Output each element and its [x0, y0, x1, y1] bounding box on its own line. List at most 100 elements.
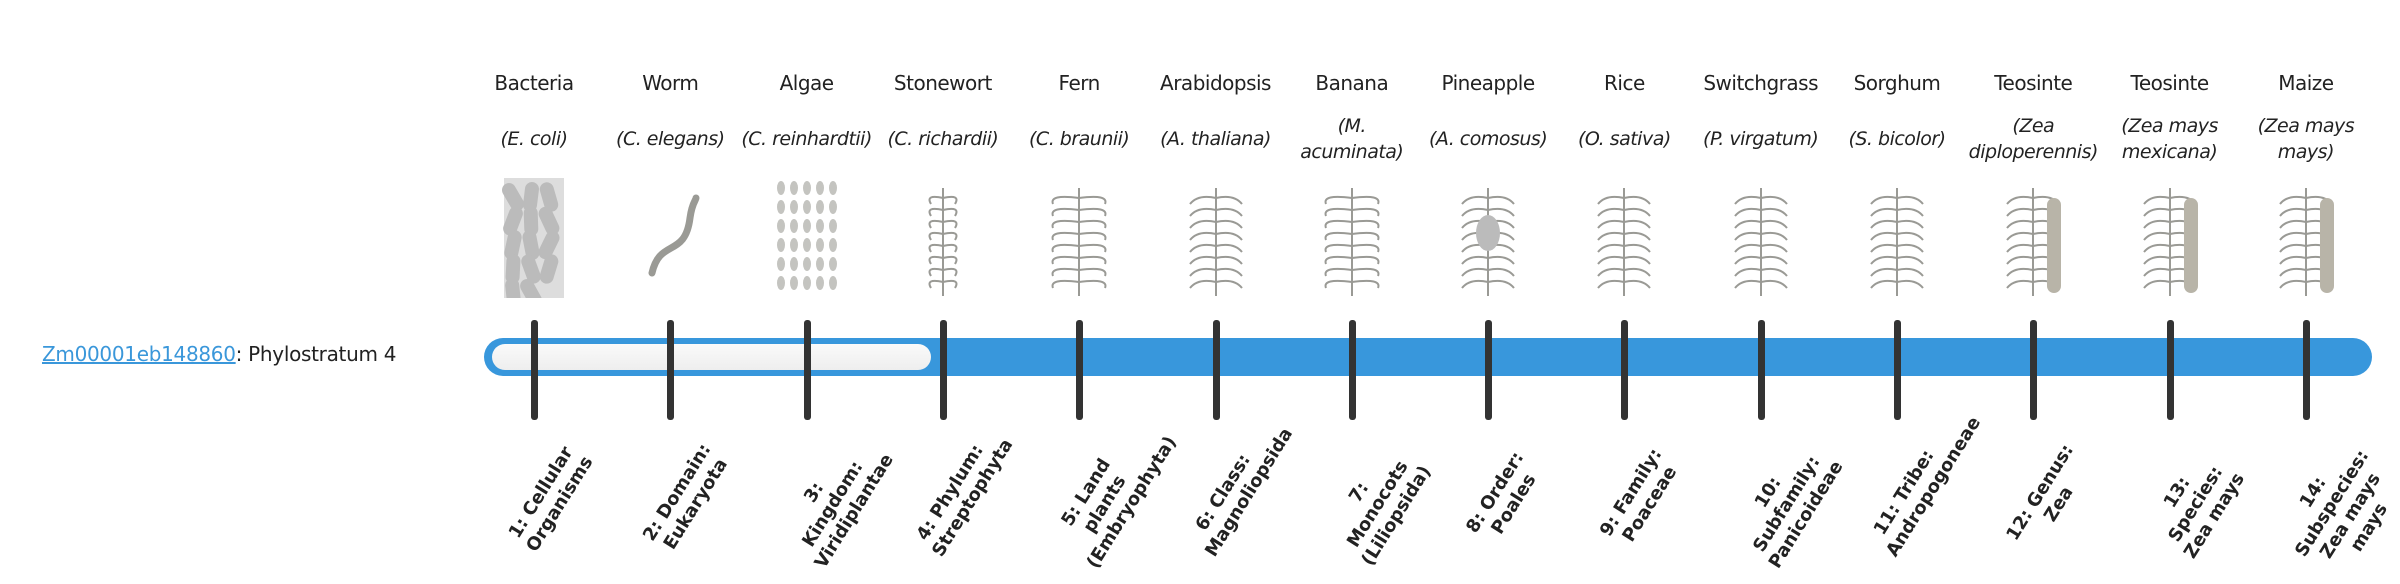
organism-species: (A. comosus) — [1420, 100, 1556, 178]
stratum-label-text: 5: Land plants (Embryophyta) — [1057, 432, 1182, 573]
organism-species: (E. coli) — [466, 100, 602, 178]
organism-column: Switchgrass (P. virgatum) — [1693, 66, 1829, 298]
species-text: (E. coli) — [500, 128, 568, 150]
organism-name: Switchgrass — [1703, 71, 1818, 95]
stratum-tick — [939, 320, 947, 420]
organism-species: (C. richardii) — [875, 100, 1011, 178]
arabidopsis-icon — [1188, 188, 1243, 296]
organism-column: Fern (C. braunii) — [1011, 66, 1147, 298]
stratum-label-text: 3: Kingdom: Viridiplantae — [797, 450, 898, 573]
organism-species: (Zea mays mays) — [2238, 100, 2374, 178]
organism-name: Pineapple — [1441, 71, 1536, 95]
bacteria-icon — [502, 178, 564, 298]
stratum-tick — [1621, 320, 1629, 420]
organism-column: Algae (C. reinhardtii) — [739, 66, 875, 298]
species-text: (P. virgatum) — [1703, 128, 1819, 150]
pineapple-icon — [1461, 188, 1515, 296]
stratum-tick — [1076, 320, 1084, 420]
organism-name: Bacteria — [494, 71, 574, 95]
species-text: (M. acuminata) — [1300, 115, 1404, 163]
organism-species: (C. braunii) — [1011, 100, 1147, 178]
algae-icon — [776, 181, 837, 290]
stratum-tick — [1485, 320, 1493, 420]
organism-name: Teosinte — [1994, 71, 2073, 95]
organism-species: (P. virgatum) — [1693, 100, 1829, 178]
organism-name: Algae — [779, 71, 835, 95]
stratum-tick — [2030, 320, 2038, 420]
species-text: (Zea diploperennis) — [1968, 115, 2099, 163]
stratum-label-text: 2: Domain: Eukaryota — [639, 440, 733, 554]
organism-name: Arabidopsis — [1160, 71, 1271, 95]
organism-column: Pineapple (A. comosus) — [1420, 66, 1556, 298]
fern-icon — [1051, 188, 1107, 296]
stratum-label-text: 1: Cellular Organisms — [504, 442, 598, 556]
switchgrass-icon — [1733, 188, 1788, 296]
organism-species: (C. elegans) — [602, 100, 738, 178]
stratum-tick — [1757, 320, 1765, 420]
stratum-tick — [2302, 320, 2310, 420]
phylostratum-bar-unfilled — [492, 344, 931, 370]
stratum-label-text: 11: Tribe: Andropogoneae — [1869, 413, 1986, 561]
sorghum-icon — [1870, 188, 1924, 296]
stonewort-icon — [928, 188, 958, 296]
organism-column: Teosinte (Zea mays mexicana) — [2102, 66, 2238, 298]
phylostratum-text: : Phylostratum 4 — [235, 342, 397, 366]
stratum-tick — [531, 320, 538, 420]
gene-link[interactable]: Zm00001eb148860 — [42, 342, 236, 366]
organism-name: Teosinte — [2130, 71, 2210, 95]
organism-species: (C. reinhardtii) — [739, 100, 875, 178]
stratum-tick — [667, 320, 675, 420]
stratum-label-text: 13: Species: Zea mays — [2159, 462, 2249, 563]
banana-icon — [1324, 188, 1380, 296]
phylostratum-bar — [484, 338, 2372, 376]
species-text: (C. elegans) — [616, 128, 725, 150]
species-text: (Zea mays mays) — [2257, 115, 2355, 163]
organism-name: Maize — [2278, 71, 2334, 95]
stratum-tick — [803, 320, 811, 420]
stratum-label-text: 9: Family: Poaceae — [1596, 444, 1682, 546]
stratum-label-text: 7: Monocots (Liliopsida) — [1342, 457, 1436, 570]
species-text: (A. comosus) — [1428, 128, 1548, 150]
organism-name: Banana — [1315, 71, 1389, 95]
teosinte-icon — [2006, 188, 2062, 296]
species-text: (O. sativa) — [1578, 128, 1671, 150]
organism-column: Sorghum (S. bicolor) — [1829, 66, 1965, 298]
teosinte-icon — [2142, 188, 2198, 296]
stratum-label-text: 4: Phylum: Streptophyta — [912, 435, 1018, 561]
organism-name: Stonewort — [893, 71, 992, 95]
organism-column: Arabidopsis (A. thaliana) — [1148, 66, 1284, 298]
organism-column: Banana (M. acuminata) — [1284, 66, 1420, 298]
organism-species: (Zea mays mexicana) — [2102, 100, 2238, 178]
organism-name: Worm — [642, 71, 699, 95]
stratum-tick — [1348, 320, 1356, 420]
organism-name: Sorghum — [1853, 71, 1941, 95]
stratum-label-text: 14: Subspecies: Zea mays mays — [2290, 446, 2392, 563]
gene-label: Zm00001eb148860: Phylostratum 4 — [42, 342, 396, 366]
organism-name: Rice — [1604, 71, 1645, 95]
species-text: (Zea mays mexicana) — [2121, 115, 2218, 163]
organism-species: (M. acuminata) — [1284, 100, 1420, 178]
rice-icon — [1597, 188, 1652, 296]
organism-column: Maize (Zea mays mays) — [2238, 66, 2374, 298]
organism-column: Bacteria (E. coli) — [466, 66, 602, 298]
stratum-tick — [1894, 320, 1901, 420]
organism-name: Fern — [1058, 71, 1101, 95]
organism-species: (S. bicolor) — [1829, 100, 1965, 178]
stratum-label-text: 10: Subfamily: Panicoideae — [1748, 452, 1848, 573]
stratum-label-text: 6: Class: Magnoliopsida — [1190, 424, 1297, 561]
maize-icon — [2279, 188, 2334, 296]
species-text: (S. bicolor) — [1848, 128, 1946, 150]
organism-species: (Zea diploperennis) — [1965, 100, 2101, 178]
species-text: (C. braunii) — [1029, 128, 1130, 150]
worm-icon — [648, 194, 700, 277]
stratum-label-text: 8: Order: Poales — [1462, 448, 1541, 538]
species-text: (A. thaliana) — [1160, 128, 1271, 150]
organism-species: (A. thaliana) — [1148, 100, 1284, 178]
species-text: (C. reinhardtii) — [741, 128, 872, 150]
stratum-tick — [2166, 320, 2174, 420]
stratum-tick — [1212, 320, 1220, 420]
species-text: (C. richardii) — [887, 128, 999, 150]
organism-column: Rice (O. sativa) — [1556, 66, 1692, 298]
stratum-label-text: 12: Genus: Zea — [2002, 440, 2079, 545]
organism-column: Teosinte (Zea diploperennis) — [1965, 66, 2101, 298]
